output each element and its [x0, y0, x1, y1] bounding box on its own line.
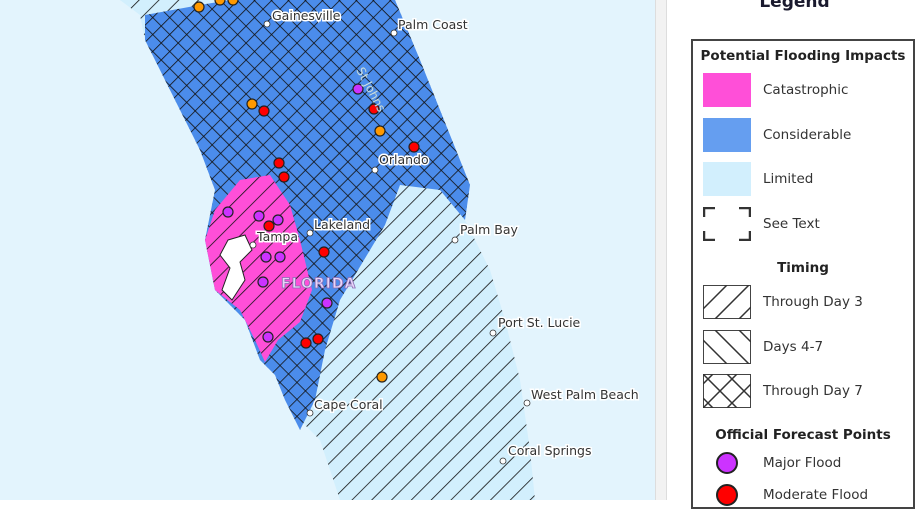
forecast-point[interactable]: [258, 105, 270, 117]
forecast-point[interactable]: [257, 276, 269, 288]
city-label: Lakeland: [314, 217, 370, 232]
legend-label: Major Flood: [763, 455, 842, 471]
legend-item-days-4-7: Days 4-7: [702, 329, 824, 365]
forecast-point[interactable]: [253, 210, 265, 222]
legend-item-limited: Limited: [703, 162, 813, 196]
city-labels: Gainesville Palm Coast Orlando Lakeland Tamp…: [249, 7, 640, 465]
city-marker: [523, 399, 531, 407]
city-marker: [306, 229, 314, 237]
city-label: Palm Bay: [460, 222, 518, 237]
forecast-point[interactable]: [278, 171, 290, 183]
legend-item-major-flood: Major Flood: [703, 446, 841, 480]
state-label: FLORIDA: [281, 276, 356, 292]
forecast-point[interactable]: [352, 83, 364, 95]
legend-label: Considerable: [763, 127, 852, 143]
legend-item-considerable: Considerable: [703, 118, 851, 152]
legend-label: Days 4-7: [763, 339, 824, 355]
forecast-point[interactable]: [227, 0, 239, 6]
forecast-point[interactable]: [272, 214, 284, 226]
crosshatch-swatch: [702, 373, 752, 409]
city-marker: [390, 29, 398, 37]
city-label: Tampa: [256, 229, 298, 244]
catastrophic-region: [205, 175, 312, 362]
legend-box: Potential Flooding Impacts Catastrophic …: [691, 39, 915, 509]
legend-title: Legend: [759, 0, 830, 12]
legend-item-moderate-flood: Moderate Flood: [703, 478, 868, 512]
impacts-header: Potential Flooding Impacts: [700, 48, 906, 64]
forward-hatch-swatch: [702, 284, 752, 320]
city-marker: [263, 20, 271, 28]
city-marker: [451, 236, 459, 244]
timing-header: Timing: [777, 260, 829, 276]
legend-item-through-day-7: Through Day 7: [702, 373, 863, 409]
forecast-point[interactable]: [368, 103, 380, 115]
forecast-point[interactable]: [274, 251, 286, 263]
major-flood-dot-icon: [716, 452, 738, 474]
panel-divider[interactable]: [655, 0, 667, 500]
forecast-point[interactable]: [260, 251, 272, 263]
forecast-point[interactable]: [193, 1, 205, 13]
legend-label: See Text: [763, 216, 820, 232]
legend-item-through-day-3: Through Day 3: [702, 284, 863, 320]
legend-item-catastrophic: Catastrophic: [703, 73, 848, 107]
city-marker: [249, 241, 257, 249]
forecast-points: [193, 0, 420, 383]
forecast-point[interactable]: [214, 0, 226, 6]
city-marker: [371, 166, 379, 174]
city-label: West Palm Beach: [531, 387, 639, 402]
forecast-point[interactable]: [246, 98, 258, 110]
city-label: Gainesville: [272, 8, 341, 23]
see-text-bracket-icon: [702, 206, 752, 242]
forecast-point[interactable]: [262, 331, 274, 343]
moderate-flood-dot-icon: [716, 484, 738, 506]
forecast-point[interactable]: [376, 371, 388, 383]
forecast-point[interactable]: [300, 337, 312, 349]
forecast-point[interactable]: [222, 206, 234, 218]
points-header: Official Forecast Points: [715, 427, 891, 443]
flood-map[interactable]: Gainesville Palm Coast Orlando Lakeland Tamp…: [0, 0, 655, 500]
forecast-point[interactable]: [263, 220, 275, 232]
back-hatch-swatch: [702, 329, 752, 365]
legend-label: Limited: [763, 171, 814, 187]
considerable-swatch: [703, 118, 751, 152]
map-canvas: Gainesville Palm Coast Orlando Lakeland Tamp…: [120, 0, 640, 500]
limited-swatch: [703, 162, 751, 196]
city-label: Orlando: [379, 152, 429, 167]
forecast-point[interactable]: [374, 125, 386, 137]
legend-label: Through Day 3: [763, 294, 863, 310]
forecast-point[interactable]: [321, 297, 333, 309]
catastrophic-swatch: [703, 73, 751, 107]
forecast-point[interactable]: [408, 141, 420, 153]
forecast-point[interactable]: [318, 246, 330, 258]
legend-item-see-text: See Text: [702, 206, 820, 242]
legend-label: Catastrophic: [763, 82, 849, 98]
city-marker: [499, 457, 507, 465]
legend-label: Through Day 7: [763, 383, 863, 399]
tampa-bay: [219, 234, 253, 301]
legend-label: Moderate Flood: [763, 487, 869, 503]
city-label: Port St. Lucie: [498, 315, 581, 330]
city-label: Cape Coral: [314, 397, 383, 412]
city-label: Coral Springs: [508, 443, 591, 458]
forecast-point[interactable]: [312, 333, 324, 345]
city-label: Palm Coast: [398, 17, 468, 32]
considerable-region: [145, 0, 470, 430]
city-marker: [306, 409, 314, 417]
forecast-point[interactable]: [273, 157, 285, 169]
city-marker: [489, 329, 497, 337]
